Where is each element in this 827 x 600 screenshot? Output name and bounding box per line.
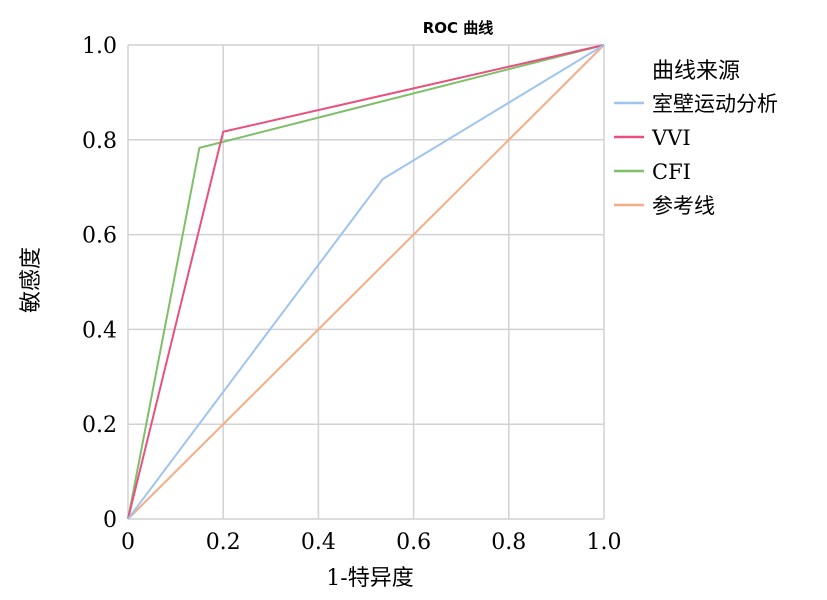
y-tick-label: 0.8 <box>82 129 117 154</box>
legend: 室壁运动分析 VVI CFI 参考线 <box>614 92 778 218</box>
y-tick-label: 0.4 <box>82 318 117 343</box>
x-tick-label: 0.4 <box>301 530 336 555</box>
x-axis-label: 1-特异度 <box>326 566 413 591</box>
series-line-参考线 <box>127 44 605 520</box>
series-line-室壁运动分析 <box>127 44 605 520</box>
grid-lines <box>127 44 605 520</box>
y-tick-label: 0 <box>103 508 117 533</box>
x-tick-label: 0.6 <box>396 530 431 555</box>
x-tick-label: 0.2 <box>206 530 241 555</box>
y-tick-label: 0.2 <box>82 413 117 438</box>
legend-label: 参考线 <box>652 194 715 218</box>
y-tick-label: 0.6 <box>82 224 117 249</box>
x-tick-label: 1.0 <box>587 530 622 555</box>
series-lines <box>127 44 605 520</box>
series-line-CFI <box>127 44 605 520</box>
legend-label: VVI <box>651 126 691 150</box>
chart-title: ROC 曲线 <box>423 19 494 37</box>
x-tick-label: 0 <box>121 530 135 555</box>
legend-label: CFI <box>652 160 691 184</box>
tick-labels: 0 0.2 0.4 0.6 0.8 1.0 0 0.2 0.4 0.6 0.8 1.0 <box>82 34 622 555</box>
x-tick-label: 0.8 <box>491 530 526 555</box>
legend-label: 室壁运动分析 <box>652 92 778 116</box>
series-line-VVI <box>127 44 605 520</box>
y-tick-label: 1.0 <box>82 34 117 59</box>
y-axis-label: 敏感度 <box>19 247 44 313</box>
legend-title: 曲线来源 <box>652 59 740 84</box>
